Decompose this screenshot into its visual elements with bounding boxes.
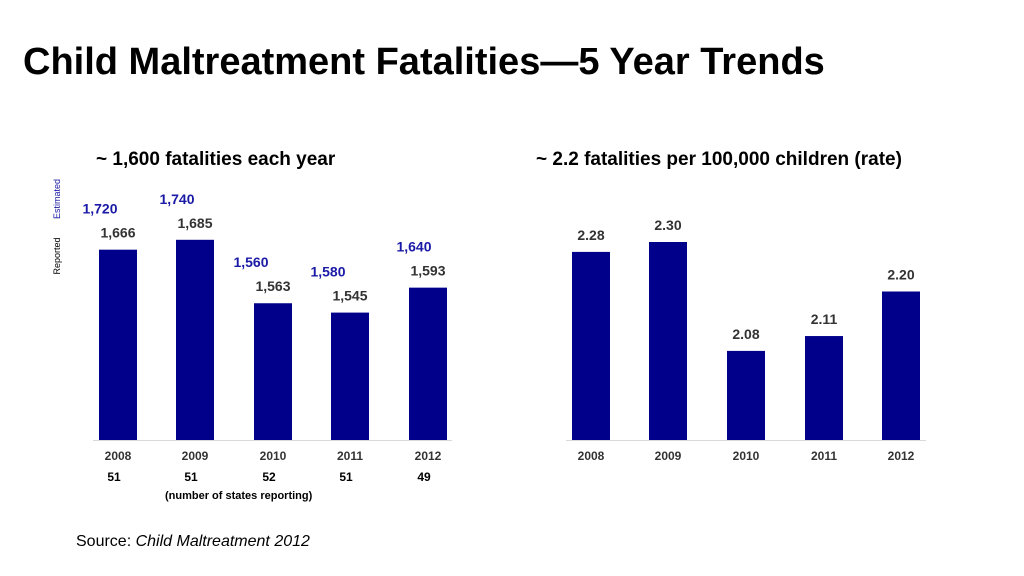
estimated-label-2008: 1,720 xyxy=(82,201,117,217)
bar-2008 xyxy=(99,249,137,440)
fatalities-bar-chart: 1,666 2008 1,720 51 1,685 2009 1,740 51 1,563 201… xyxy=(82,191,452,484)
bar-2010 xyxy=(727,350,765,440)
source-citation: Source: Child Maltreatment 2012 xyxy=(76,533,310,551)
x-tick-2011: 2011 xyxy=(337,449,363,463)
value-label-2011: 2.11 xyxy=(811,311,838,327)
rate-chart-title: ~ 2.2 fatalities per 100,000 children (r… xyxy=(536,149,902,170)
value-label-2010: 2.08 xyxy=(732,326,759,342)
x-tick-2012: 2012 xyxy=(888,449,915,463)
x-tick-2008: 2008 xyxy=(578,449,605,463)
bar-2008 xyxy=(572,251,610,440)
x-tick-2011: 2011 xyxy=(811,449,837,463)
estimated-label-2011: 1,580 xyxy=(310,264,345,280)
value-label-2011: 1,545 xyxy=(332,288,367,304)
states-reporting-2011: 51 xyxy=(339,470,353,484)
estimated-label-2012: 1,640 xyxy=(396,239,431,255)
states-reporting-2010: 52 xyxy=(262,470,276,484)
states-reporting-2012: 49 xyxy=(417,470,431,484)
x-tick-2009: 2009 xyxy=(182,449,209,463)
x-tick-2009: 2009 xyxy=(655,449,682,463)
value-label-2008: 1,666 xyxy=(100,225,135,241)
bar-2009 xyxy=(176,239,214,440)
source-title: Child Maltreatment 2012 xyxy=(135,533,310,550)
bar-2012 xyxy=(409,287,447,440)
states-reporting-2008: 51 xyxy=(107,470,121,484)
bar-2012 xyxy=(882,291,920,440)
x-tick-2008: 2008 xyxy=(105,449,132,463)
page-title: Child Maltreatment Fatalities—5 Year Tre… xyxy=(23,41,825,83)
states-reporting-footnote: (number of states reporting) xyxy=(165,490,313,502)
value-label-2008: 2.28 xyxy=(577,227,604,243)
fatalities-chart-title: ~ 1,600 fatalities each year xyxy=(96,149,336,170)
rate-bar-chart: 2.28 2008 2.30 2009 2.08 2010 2.11 2011 2.20 2012 xyxy=(566,217,926,463)
bar-2011 xyxy=(805,336,843,440)
value-label-2012: 2.20 xyxy=(887,267,914,283)
x-tick-2010: 2010 xyxy=(733,449,760,463)
value-label-2012: 1,593 xyxy=(410,263,445,279)
value-label-2009: 1,685 xyxy=(177,215,212,231)
bar-2011 xyxy=(331,312,369,440)
bar-2009 xyxy=(649,242,687,440)
x-tick-2010: 2010 xyxy=(260,449,287,463)
estimated-label-2010: 1,560 xyxy=(233,254,268,270)
states-reporting-2009: 51 xyxy=(184,470,198,484)
x-tick-2012: 2012 xyxy=(415,449,442,463)
source-prefix: Source: xyxy=(76,533,136,550)
value-label-2010: 1,563 xyxy=(255,278,290,294)
bar-2010 xyxy=(254,303,292,440)
value-label-2009: 2.30 xyxy=(654,217,681,233)
estimated-label-2009: 1,740 xyxy=(159,191,194,207)
